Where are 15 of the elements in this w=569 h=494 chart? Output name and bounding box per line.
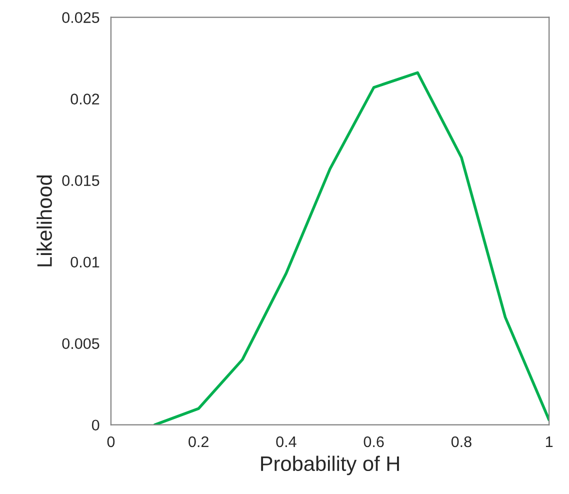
y-tick-label: 0 — [92, 420, 100, 431]
x-tick-label: 1 — [546, 436, 553, 448]
x-tick-label: 0.2 — [188, 436, 208, 448]
x-tick-label: 0.8 — [451, 436, 472, 448]
x-tick-label: 0.4 — [276, 436, 296, 448]
x-tick-label: 0.6 — [364, 436, 384, 448]
y-axis-title: Likelihood — [36, 175, 52, 266]
y-tick-label: 0.005 — [62, 338, 100, 350]
x-axis-title: Probability of H — [261, 456, 399, 476]
y-tick-label: 0.01 — [70, 256, 100, 268]
x-tick-label: 0 — [107, 436, 115, 448]
y-tick-label: 0.025 — [62, 12, 100, 23]
y-tick-label: 0.015 — [62, 175, 100, 186]
y-tick-label: 0.02 — [70, 94, 100, 104]
line-series — [153, 71, 550, 425]
